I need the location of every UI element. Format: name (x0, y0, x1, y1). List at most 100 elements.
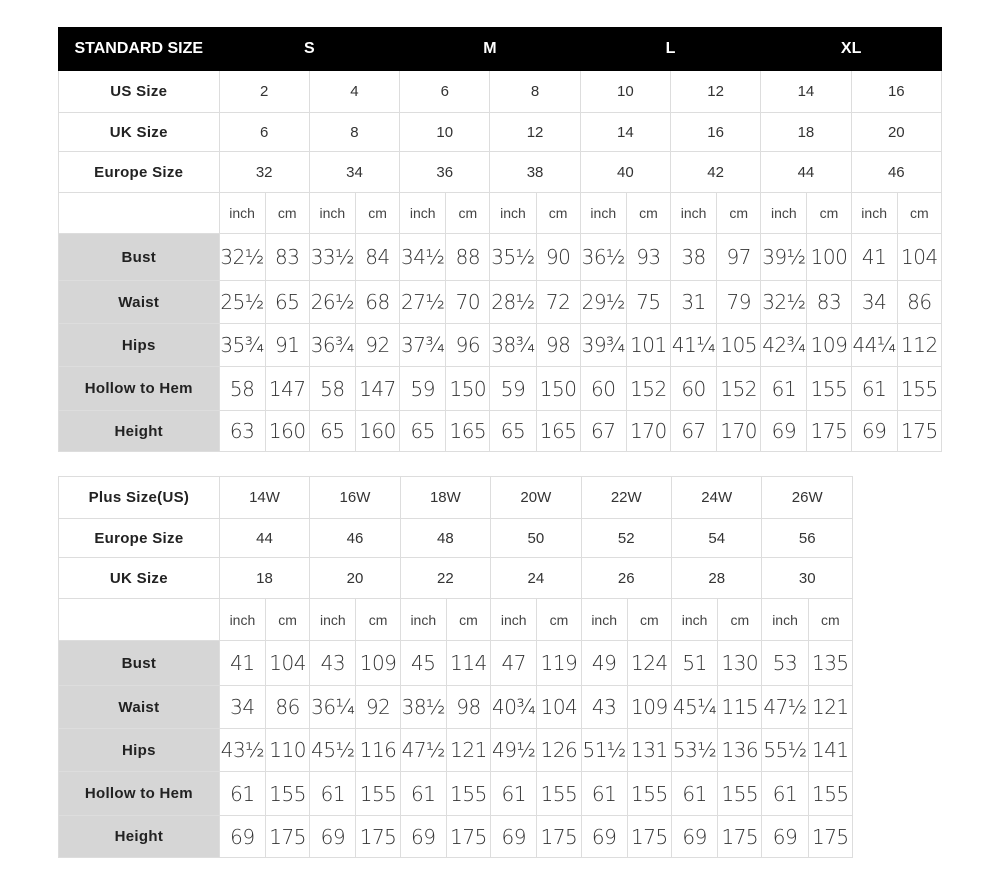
header-label: STANDARD SIZE (58, 27, 220, 71)
measurement-value: 79 (716, 280, 762, 324)
unit-inch: inch (850, 192, 898, 234)
measurement-value: 38½ (399, 685, 447, 729)
measurement-value: 72 (535, 280, 581, 324)
unit-inch: inch (218, 192, 266, 234)
measurement-value: 35¾ (218, 323, 266, 367)
measurement-label: Height (58, 815, 220, 858)
measurement-value: 155 (896, 366, 943, 411)
unit-cm: cm (626, 598, 672, 641)
size-value: 20 (309, 557, 401, 599)
measurement-value: 33½ (308, 233, 356, 281)
measurement-row: Height 69 175 69 175 69 175 69 175 69 175 69 175 69 17… (58, 815, 854, 858)
unit-inch: inch (399, 192, 447, 234)
measurement-value: 98 (535, 323, 581, 367)
measurement-value: 67 (669, 410, 718, 452)
measurement-value: 141 (807, 728, 854, 772)
unit-inch: inch (580, 598, 628, 641)
measurement-value: 61 (490, 771, 538, 816)
size-value: 12 (669, 70, 762, 113)
measurement-value: 152 (716, 366, 762, 411)
size-value: 18 (760, 112, 852, 152)
measurement-value: 175 (265, 815, 311, 858)
measurement-value: 114 (445, 640, 492, 686)
row-label: UK Size (58, 112, 220, 152)
measurement-label: Hips (58, 728, 220, 772)
unit-row: inch cm inch cm inch cm inch cm inch cm inch cm inch… (58, 192, 943, 234)
measurement-label: Hollow to Hem (58, 366, 220, 411)
measurement-value: 34½ (399, 233, 447, 281)
measurement-value: 150 (535, 366, 581, 411)
measurement-value: 36½ (579, 233, 627, 281)
unit-cm: cm (535, 192, 581, 234)
measurement-label: Hollow to Hem (58, 771, 220, 816)
measurement-value: 69 (850, 410, 898, 452)
measurement-value: 47½ (761, 685, 809, 729)
measurement-value: 70 (445, 280, 491, 324)
measurement-value: 69 (309, 815, 357, 858)
measurement-value: 47½ (399, 728, 447, 772)
row-label: Plus Size(US) (58, 476, 220, 519)
measurement-value: 61 (850, 366, 898, 411)
measurement-value: 60 (669, 366, 718, 411)
standard-size-table: STANDARD SIZE S M L XL US Size 2 4 6 8 10 12 14 16 UK … (58, 27, 943, 452)
unit-inch: inch (669, 192, 718, 234)
measurement-value: 37¾ (399, 323, 447, 367)
measurement-value: 160 (264, 410, 310, 452)
measurement-value: 121 (807, 685, 854, 729)
unit-cm: cm (717, 598, 763, 641)
unit-inch: inch (308, 192, 356, 234)
measurement-value: 45½ (309, 728, 357, 772)
measurement-value: 165 (535, 410, 581, 452)
measurement-value: 155 (807, 771, 854, 816)
measurement-value: 109 (806, 323, 852, 367)
measurement-value: 69 (218, 815, 267, 858)
measurement-value: 75 (625, 280, 671, 324)
size-row: Europe Size 32 34 36 38 40 42 44 46 (58, 151, 943, 193)
size-group-m: M (399, 27, 581, 71)
measurement-value: 61 (760, 366, 808, 411)
measurement-row: Waist 25½ 65 26½ 68 27½ 70 28½ 72 29½ 75 31 79 32½ 83 3… (58, 280, 943, 324)
measurement-value: 105 (716, 323, 762, 367)
measurement-value: 175 (626, 815, 672, 858)
size-value: 14W (218, 476, 311, 519)
unit-cm: cm (806, 192, 852, 234)
measurement-value: 155 (806, 366, 852, 411)
unit-row: inch cm inch cm inch cm inch cm inch cm inch cm inch… (58, 598, 854, 641)
size-value: 44 (218, 518, 311, 558)
size-value: 22W (580, 476, 672, 519)
measurement-value: 69 (760, 410, 808, 452)
measurement-value: 93 (625, 233, 671, 281)
measurement-value: 51½ (580, 728, 628, 772)
measurement-value: 43 (580, 685, 628, 729)
unit-cm: cm (264, 192, 310, 234)
size-value: 28 (670, 557, 763, 599)
measurement-value: 83 (806, 280, 852, 324)
measurement-value: 150 (445, 366, 491, 411)
size-value: 32 (218, 151, 310, 193)
measurement-value: 36¼ (309, 685, 357, 729)
size-value: 56 (761, 518, 853, 558)
unit-inch: inch (309, 598, 357, 641)
measurement-row: Hips 35¾ 91 36¾ 92 37¾ 96 38¾ 98 39¾ 101 41¼ 105 42¾ 1… (58, 323, 943, 367)
size-value: 44 (760, 151, 852, 193)
measurement-value: 51 (670, 640, 719, 686)
plus-size-table: Plus Size(US) 14W 16W 18W 20W 22W 24W 26W Europe… (58, 476, 854, 858)
measurement-value: 28½ (489, 280, 537, 324)
unit-cm: cm (445, 192, 491, 234)
size-value: 26 (580, 557, 672, 599)
size-group-l: L (579, 27, 762, 71)
measurement-label: Hips (58, 323, 220, 367)
measurement-value: 69 (399, 815, 447, 858)
row-label: US Size (58, 70, 220, 113)
measurement-value: 104 (536, 685, 582, 729)
measurement-value: 61 (399, 771, 447, 816)
measurement-value: 58 (308, 366, 356, 411)
size-value: 24W (670, 476, 763, 519)
measurement-value: 175 (536, 815, 582, 858)
measurement-value: 26½ (308, 280, 356, 324)
measurement-value: 32½ (218, 233, 266, 281)
size-value: 46 (309, 518, 401, 558)
measurement-value: 100 (806, 233, 852, 281)
measurement-value: 61 (309, 771, 357, 816)
measurement-value: 43½ (218, 728, 267, 772)
